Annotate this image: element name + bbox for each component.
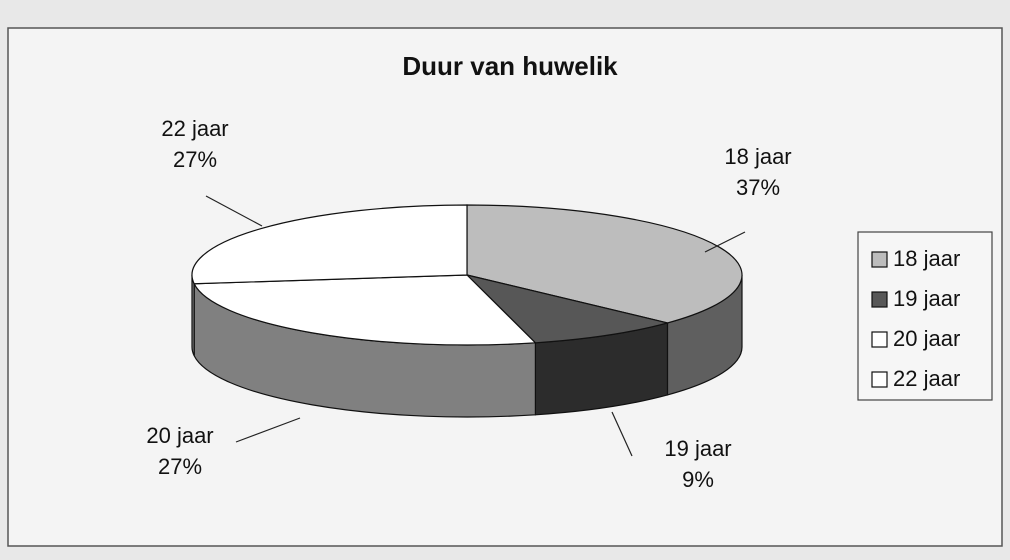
pie-slice bbox=[191, 204, 468, 285]
data-label-category: 20 jaar bbox=[146, 423, 213, 448]
legend-label: 20 jaar bbox=[893, 326, 960, 351]
legend-swatch bbox=[871, 291, 888, 308]
data-label-category: 18 jaar bbox=[724, 144, 791, 169]
legend-label: 19 jaar bbox=[893, 286, 960, 311]
legend-label: 22 jaar bbox=[893, 366, 960, 391]
data-label: 27% bbox=[173, 147, 217, 172]
legend-swatch bbox=[871, 251, 888, 268]
leader-line bbox=[704, 231, 746, 253]
pie-slice bbox=[466, 204, 743, 324]
data-label-category: 19 jaar bbox=[664, 436, 731, 461]
leader-line bbox=[205, 195, 263, 227]
leader-line bbox=[611, 411, 633, 457]
data-label: 37% bbox=[736, 175, 780, 200]
data-label: 9% bbox=[682, 467, 714, 492]
pie-slice-side bbox=[191, 274, 195, 357]
pie-slice bbox=[193, 274, 537, 346]
legend-label: 18 jaar bbox=[893, 246, 960, 271]
pie-slice bbox=[465, 273, 668, 344]
legend-swatch bbox=[871, 331, 888, 348]
legend-swatch bbox=[871, 371, 888, 388]
data-label: 27% bbox=[158, 454, 202, 479]
leader-line bbox=[235, 417, 301, 443]
data-label-category: 22 jaar bbox=[161, 116, 228, 141]
chart-title: Duur van huwelik bbox=[402, 51, 618, 81]
